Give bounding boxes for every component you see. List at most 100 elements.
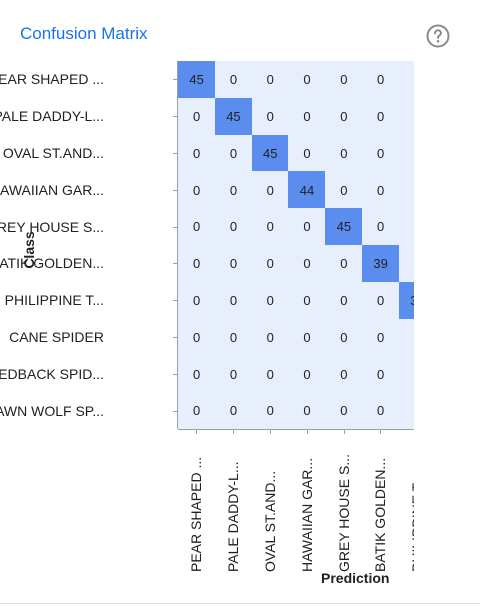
matrix-cell[interactable]: 0 [398, 61, 414, 99]
matrix-cell[interactable]: 0 [288, 281, 326, 320]
matrix-cell[interactable]: 0 [178, 318, 216, 356]
matrix-cell[interactable]: 0 [362, 134, 400, 172]
confusion-matrix-grid[interactable]: PEAR SHAPED ... PALE DADDY-L... OVAL ST.AN… [0, 0, 414, 607]
matrix-cell[interactable]: 44 [288, 171, 326, 209]
matrix-cell[interactable]: 0 [398, 318, 414, 356]
y-tick [173, 116, 178, 118]
matrix-cell[interactable]: 0 [251, 171, 289, 209]
y-tick [173, 300, 178, 302]
matrix-cell[interactable]: 0 [251, 208, 289, 246]
matrix-cell[interactable]: 0 [288, 134, 326, 172]
column-label: BATIK GOLDEN... [372, 457, 389, 572]
matrix-cell[interactable]: 0 [251, 97, 289, 136]
matrix-cell[interactable]: 0 [362, 318, 400, 356]
matrix-cell[interactable]: 0 [214, 171, 253, 209]
y-tick [173, 153, 178, 154]
matrix-cell[interactable]: 0 [214, 318, 253, 356]
column-label: HAWAIIAN GAR... [298, 457, 315, 572]
matrix-cell[interactable]: 0 [214, 61, 253, 99]
matrix-cell[interactable]: 0 [178, 245, 216, 283]
matrix-cell[interactable]: 0 [178, 208, 216, 246]
matrix-cell[interactable]: 0 [251, 392, 289, 430]
matrix-cell[interactable]: 0 [288, 318, 326, 356]
matrix-cell[interactable]: 0 [325, 318, 363, 356]
y-tick [173, 189, 178, 191]
matrix-cell[interactable]: 0 [325, 281, 363, 320]
y-tick [173, 410, 178, 412]
x-tick [270, 429, 271, 434]
matrix-cell[interactable]: 0 [178, 281, 216, 320]
matrix-cell[interactable]: 0 [288, 97, 326, 136]
matrix-cell[interactable]: 0 [214, 281, 253, 320]
y-tick [173, 373, 178, 375]
y-axis-title: Class [21, 231, 37, 269]
matrix-cell[interactable]: 0 [325, 245, 363, 283]
matrix-cell[interactable]: 0 [362, 392, 400, 430]
y-tick [173, 337, 178, 338]
matrix-cell[interactable]: 39 [362, 245, 400, 283]
row-label: HAWAIIAN GAR... [0, 181, 104, 198]
matrix-cell[interactable]: 45 [214, 97, 253, 136]
column-label: PHILIPPINE T... [409, 472, 414, 572]
y-tick [173, 263, 178, 265]
matrix-cell[interactable]: 0 [251, 318, 289, 356]
matrix-cell[interactable]: 0 [325, 134, 363, 172]
matrix-cell[interactable]: 0 [288, 61, 326, 99]
matrix-cell[interactable]: 0 [325, 392, 363, 430]
matrix-cell[interactable]: 0 [362, 61, 400, 99]
matrix-cell[interactable]: 0 [398, 134, 414, 172]
matrix-cell[interactable]: 0 [398, 97, 414, 136]
row-label: CANE SPIDER [9, 329, 104, 345]
x-tick [343, 429, 345, 434]
matrix-cell[interactable]: 0 [288, 355, 326, 393]
column-label: OVAL ST.AND... [262, 470, 278, 572]
matrix-cell[interactable]: 0 [178, 171, 216, 209]
matrix-cell[interactable]: 0 [214, 208, 253, 246]
matrix-cell[interactable]: 0 [398, 245, 414, 283]
matrix-cell[interactable]: 0 [362, 171, 400, 209]
matrix-cell[interactable]: 45 [251, 134, 289, 172]
matrix-cell[interactable]: 0 [362, 97, 400, 136]
matrix-cell[interactable]: 39 [398, 281, 414, 320]
matrix-cell[interactable]: 0 [214, 392, 253, 430]
matrix-cell[interactable]: 0 [398, 392, 414, 430]
matrix-cell[interactable]: 0 [251, 245, 289, 283]
matrix-cell[interactable]: 0 [325, 355, 363, 393]
x-tick [196, 429, 198, 434]
matrix-cell[interactable]: 0 [362, 208, 400, 246]
matrix-cell[interactable]: 0 [362, 281, 400, 320]
matrix-cell[interactable]: 45 [325, 208, 363, 246]
y-tick [173, 226, 178, 228]
matrix-cell[interactable]: 0 [398, 171, 414, 209]
row-label: BATIK GOLDEN... [0, 255, 104, 272]
card-title: Confusion Matrix [20, 24, 148, 43]
matrix-cell[interactable]: 0 [325, 61, 363, 99]
matrix-cell[interactable]: 0 [178, 355, 216, 393]
matrix-cell[interactable]: 0 [178, 392, 216, 430]
column-label: GREY HOUSE S... [335, 454, 352, 572]
matrix-cell[interactable]: 0 [398, 355, 414, 393]
matrix-cell[interactable]: 0 [178, 134, 216, 172]
matrix-cell[interactable]: 0 [325, 171, 363, 209]
row-label: PHILIPPINE T... [4, 292, 104, 309]
y-tick [173, 79, 178, 81]
matrix-cell[interactable]: 45 [178, 61, 216, 99]
row-label: PEAR SHAPED ... [0, 71, 104, 88]
matrix-cell[interactable]: 0 [251, 61, 289, 99]
matrix-cell[interactable]: 0 [214, 355, 253, 393]
help-icon[interactable] [426, 24, 450, 48]
x-axis-line [178, 429, 414, 430]
matrix-cell[interactable]: 0 [178, 97, 216, 136]
row-label: PALE DADDY-L... [0, 108, 104, 125]
matrix-cell[interactable]: 0 [251, 281, 289, 320]
matrix-cell[interactable]: 0 [398, 208, 414, 246]
matrix-cell[interactable]: 0 [251, 355, 289, 393]
matrix-cell[interactable]: 0 [325, 97, 363, 136]
matrix-cell[interactable]: 0 [288, 245, 326, 283]
matrix-cell[interactable]: 0 [288, 392, 326, 430]
matrix-cell[interactable]: 0 [214, 134, 253, 172]
matrix-cell[interactable]: 0 [288, 208, 326, 246]
matrix-cell[interactable]: 0 [214, 245, 253, 283]
row-label: LAWN WOLF SP... [0, 402, 104, 419]
matrix-cell[interactable]: 0 [362, 355, 400, 393]
